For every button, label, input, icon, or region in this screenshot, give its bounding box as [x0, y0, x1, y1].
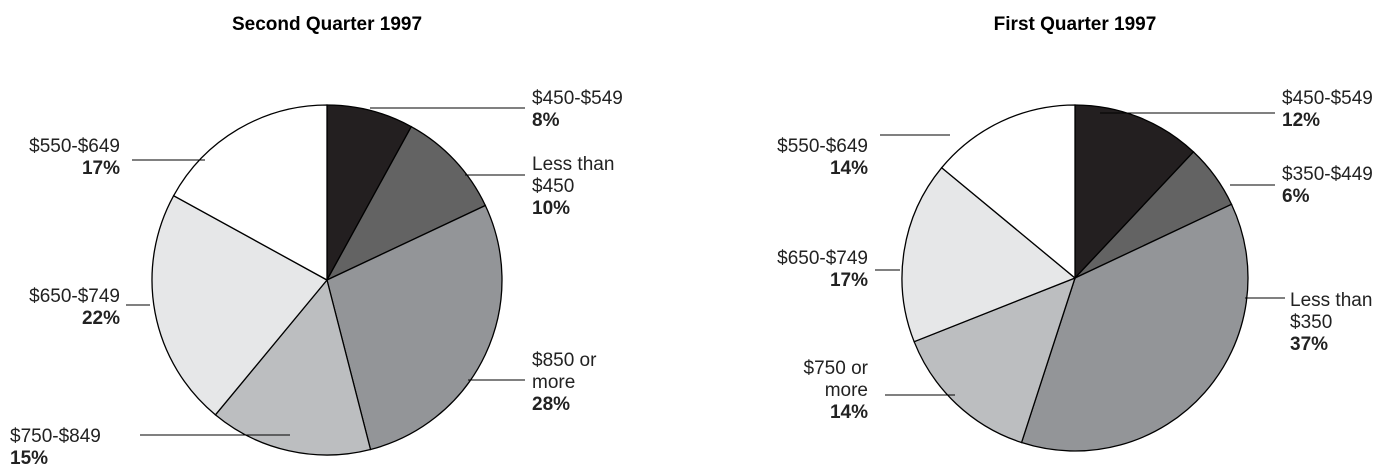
- category-label: $650-$749: [29, 286, 120, 307]
- value-label: 17%: [829, 270, 868, 291]
- pie-slice: [325, 125, 487, 282]
- slice-label: $450-$549 8%: [532, 88, 623, 132]
- value-label: 17%: [81, 158, 120, 179]
- pie-slice: [326, 204, 503, 451]
- category-label: $550-$649: [29, 136, 120, 157]
- category-label: $850 or more: [532, 350, 597, 393]
- value-label: 14%: [829, 158, 868, 179]
- category-label: $650-$749: [777, 248, 868, 269]
- pie-slice: [172, 104, 328, 282]
- value-label: 8%: [532, 110, 560, 131]
- slice-label: $350-$449 6%: [1282, 164, 1373, 208]
- value-label: 37%: [1290, 334, 1329, 355]
- slice-label: $550-$649 17%: [29, 136, 120, 180]
- pie-slice: [1020, 203, 1249, 452]
- slice-label: $750-$849 15%: [10, 426, 101, 470]
- value-label: 14%: [829, 402, 868, 423]
- value-label: 15%: [10, 448, 49, 469]
- slice-label: $750 or more 14%: [768, 358, 868, 424]
- slice-label: Less than $350 37%: [1290, 290, 1390, 356]
- slice-label: $450-$549 12%: [1282, 88, 1373, 132]
- chart-title: Second Quarter 1997: [231, 14, 423, 35]
- value-label: 22%: [81, 308, 120, 329]
- category-label: Less than $450: [532, 154, 615, 197]
- category-label: Less than $350: [1290, 290, 1373, 333]
- category-label: $450-$549: [532, 88, 623, 109]
- slice-label: $550-$649 14%: [777, 136, 868, 180]
- category-label: $550-$649: [777, 136, 868, 157]
- pie-slice: [1074, 104, 1195, 280]
- pie-slice: [901, 166, 1077, 343]
- value-label: 6%: [1282, 186, 1310, 207]
- slice-label: $850 or more 28%: [532, 350, 632, 416]
- slice-label: Less than $450 10%: [532, 154, 632, 220]
- value-label: 12%: [1282, 110, 1321, 131]
- value-label: 10%: [532, 198, 571, 219]
- pie-slice: [940, 104, 1076, 280]
- value-label: 28%: [532, 394, 571, 415]
- chart-title: First Quarter 1997: [993, 14, 1157, 35]
- pie-slice: [151, 194, 329, 416]
- category-label: $750 or more: [803, 358, 868, 401]
- category-label: $350-$449: [1282, 164, 1373, 185]
- category-label: $750-$849: [10, 426, 101, 447]
- pie-slice: [214, 278, 372, 456]
- slice-label: $650-$749 22%: [29, 286, 120, 330]
- slice-label: $650-$749 17%: [777, 248, 868, 292]
- category-label: $450-$549: [1282, 88, 1373, 109]
- pie-slice: [913, 276, 1077, 444]
